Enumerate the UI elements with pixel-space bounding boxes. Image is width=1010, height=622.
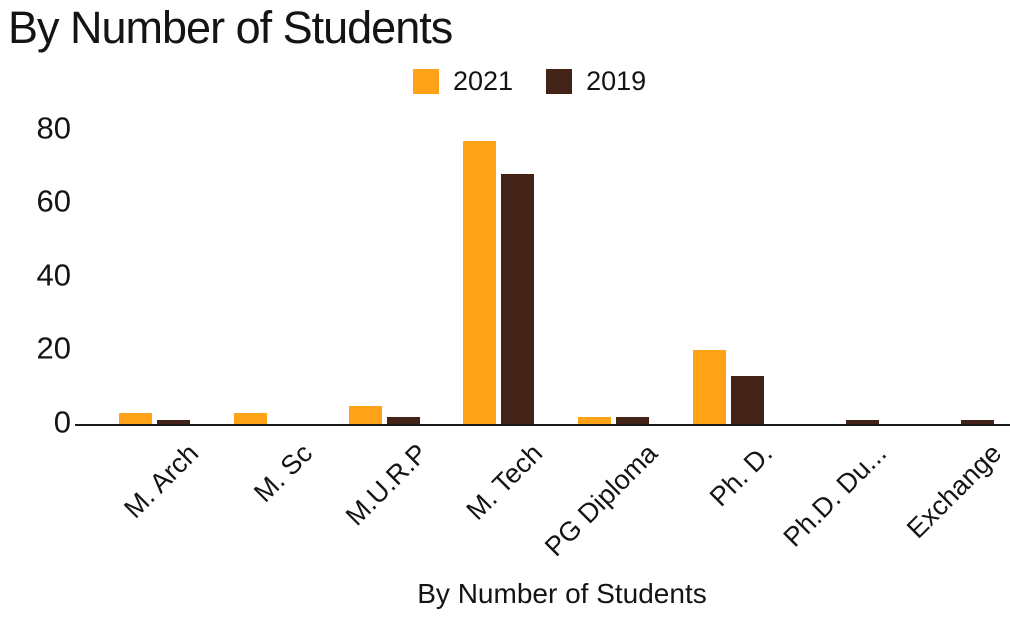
bar-2019-m-arch[interactable] xyxy=(157,420,190,424)
legend-swatch-2019 xyxy=(546,69,573,94)
y-tick-label: 80 xyxy=(36,110,71,146)
bar-2021-m-sc[interactable] xyxy=(233,413,267,424)
legend-item-2021[interactable]: 2021 xyxy=(413,66,513,97)
bar-2019-m-u-r-p[interactable] xyxy=(386,417,420,424)
legend: 2021 2019 xyxy=(413,66,646,97)
legend-item-2019[interactable]: 2019 xyxy=(546,66,646,97)
bar-2019-ph-d-[interactable] xyxy=(731,376,764,424)
y-tick-label: 40 xyxy=(36,257,71,293)
bar-2019-pg-diploma[interactable] xyxy=(616,417,650,424)
legend-label: 2021 xyxy=(453,66,514,96)
bar-2021-pg-diploma[interactable] xyxy=(578,417,612,424)
y-tick-label: 60 xyxy=(36,183,71,219)
bar-2021-m-tech[interactable] xyxy=(463,141,497,424)
y-tick-label: 20 xyxy=(36,330,71,366)
legend-swatch-2021 xyxy=(413,69,439,94)
x-axis-line xyxy=(75,424,1010,426)
bar-2021-m-arch[interactable] xyxy=(119,413,152,424)
bar-2021-ph-d-[interactable] xyxy=(693,350,726,424)
legend-label: 2019 xyxy=(586,66,647,96)
x-axis-title: By Number of Students xyxy=(417,578,707,609)
bar-2021-m-u-r-p[interactable] xyxy=(348,406,382,424)
chart-title: By Number of Students xyxy=(8,2,453,53)
y-tick-label: 0 xyxy=(53,404,71,440)
bar-2019-exchange[interactable] xyxy=(960,420,994,424)
bar-2019-ph-d-du-[interactable] xyxy=(845,420,879,424)
bar-2019-m-tech[interactable] xyxy=(501,174,535,424)
